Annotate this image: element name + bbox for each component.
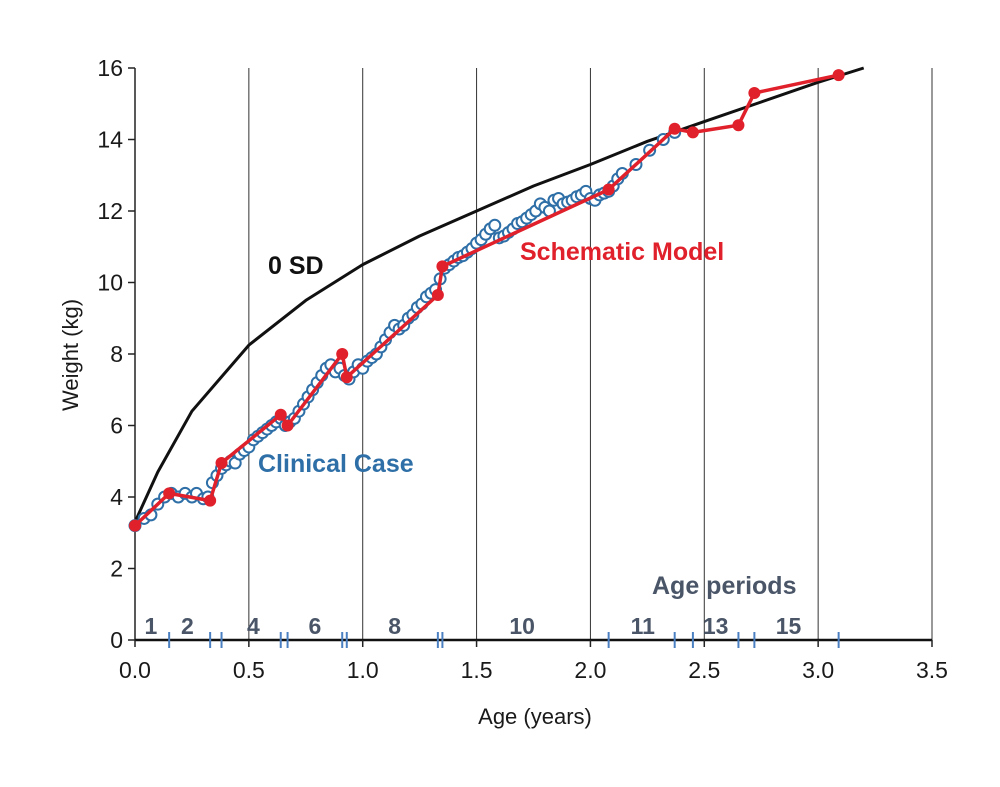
axes [134,68,932,642]
y-tick-label: 14 [97,127,123,153]
model-point [732,119,745,132]
x-tick-label: 3.0 [802,657,834,683]
y-tick-label: 2 [110,556,123,582]
age-periods: 1 2 4 6 8 10 11 13 15 [145,613,840,648]
model-point [336,348,349,360]
period-label: 8 [388,613,401,639]
series [128,66,865,533]
y-tick-label: 16 [97,55,123,81]
period-label: 4 [247,613,260,639]
x-tick-label: 3.5 [916,657,948,683]
vertical-grid [248,68,933,640]
y-tick-label: 8 [110,341,123,367]
period-label: 13 [703,613,729,639]
model-point [832,69,845,82]
sd-curve-line [133,66,865,523]
model-point [436,260,449,273]
y-tick-label: 12 [97,198,123,224]
clinical-label: Clinical Case [258,450,414,478]
clinical-point [488,218,502,232]
period-label: 15 [776,613,802,639]
y-tick-label: 10 [97,270,123,296]
model-point [163,487,176,500]
model-point [686,126,699,139]
model-line [133,73,839,527]
model-point [281,419,294,432]
y-tick-label: 0 [110,627,123,653]
sd-label: 0 SD [268,252,324,280]
age-periods-title: Age periods [652,572,796,600]
x-tick-label: 1.5 [461,657,493,683]
model-point [215,457,228,470]
model-point [129,519,141,532]
period-label: 1 [145,613,158,639]
model-point [340,371,353,384]
x-tick-label: 2.5 [688,657,720,683]
period-label: 11 [631,613,656,639]
model-point [668,122,681,135]
x-tick-label: 0.0 [119,657,151,683]
period-label: 10 [509,613,535,639]
model-point [748,87,761,100]
model-point [204,494,217,507]
period-label: 2 [181,613,194,639]
x-axis-title: Age (years) [478,704,592,729]
y-tick-label: 6 [110,413,123,439]
x-tick-label: 0.5 [233,657,265,683]
y-axis-title: Weight (kg) [58,299,83,411]
model-label: Schematic Model [520,238,724,266]
x-tick-label: 1.0 [347,657,379,683]
x-tick-label: 2.0 [574,657,606,683]
model-point [602,183,615,196]
period-label: 6 [308,613,321,639]
y-tick-label: 4 [110,484,123,510]
model-point [431,289,444,302]
model-point [274,408,287,421]
